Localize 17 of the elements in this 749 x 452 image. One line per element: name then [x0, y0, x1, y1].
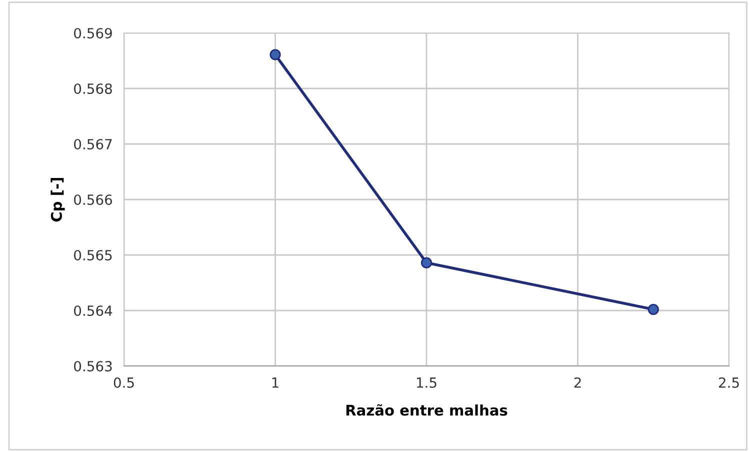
x-tick-label: 2.5 — [718, 377, 739, 388]
y-tick-label: 0.567 — [74, 138, 112, 150]
x-tick-label: 1.5 — [416, 378, 436, 388]
y-tick-label: 0.568 — [74, 83, 112, 94]
point — [648, 304, 659, 315]
x-tick-label: 2 — [574, 377, 581, 388]
y-tick-label: 0.563 — [74, 360, 112, 372]
y-tick-label: 0.566 — [74, 194, 112, 205]
point — [270, 49, 281, 60]
y-axis-title: Cp [-] — [50, 178, 65, 222]
y-tick-label: 0.569 — [74, 28, 112, 38]
point — [420, 257, 432, 268]
y-tick-label: 0.565 — [74, 250, 112, 260]
x-axis-title: Razão entre malhas — [346, 404, 508, 416]
y-tick-label: 0.564 — [74, 305, 112, 316]
x-tick-label: 1 — [272, 378, 278, 388]
x-tick-label: 0.5 — [114, 377, 134, 388]
